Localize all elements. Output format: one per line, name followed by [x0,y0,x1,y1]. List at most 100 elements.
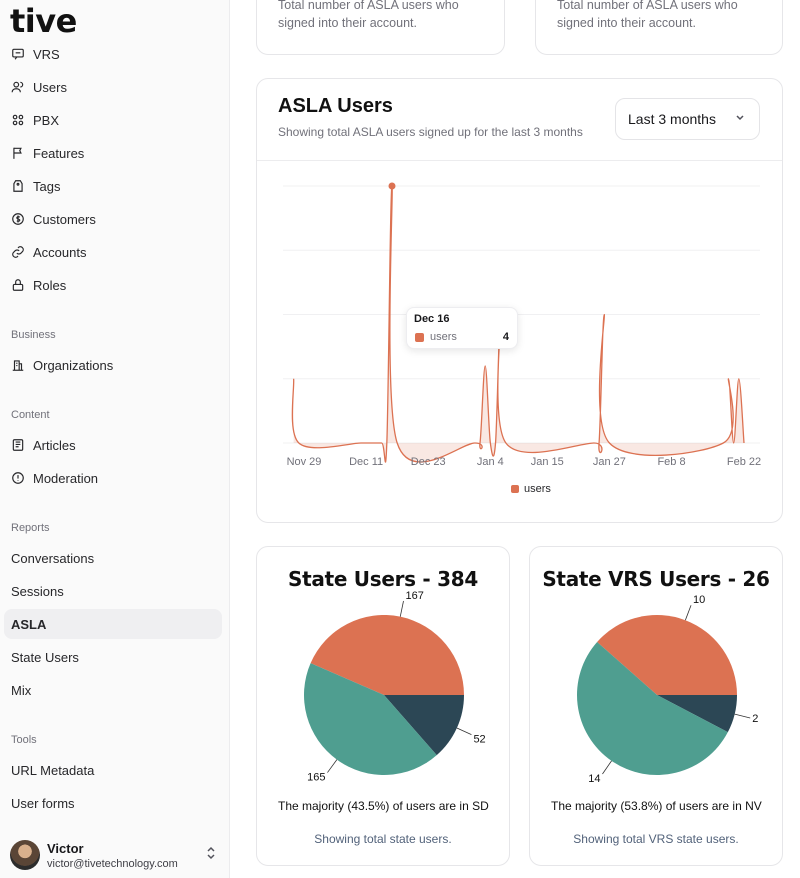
chart-legend[interactable]: users [511,483,551,495]
sidebar-item-label: Customers [33,211,96,227]
avatar [10,840,40,870]
slice-leader-line [684,605,692,621]
state-users-pie: 167 52 165 [304,590,486,784]
pie-slice-label: 2 [752,713,758,725]
newspaper-icon [11,438,25,452]
grid-icon [11,113,25,127]
pie-slice[interactable] [304,663,437,775]
sidebar-item-pbx[interactable]: PBX [4,105,222,135]
tag-icon [11,179,25,193]
sidebar-item-label: State Users [11,649,79,665]
sidebar-item-conversations[interactable]: Conversations [4,543,222,573]
sidebar-item-label: Moderation [33,470,99,486]
chart-subtitle: Showing total ASLA users signed up for t… [278,125,583,139]
pie-slice[interactable] [597,615,737,695]
slice-leader-line [602,760,612,775]
flag-icon [11,146,25,160]
pie-slice[interactable] [310,615,464,695]
legend-label: users [524,483,551,495]
tooltip-series: users [430,331,457,343]
sidebar-item-users[interactable]: Users [4,72,222,102]
sidebar-item-label: User forms [11,795,75,811]
tooltip-swatch [415,333,424,342]
divider [257,160,782,161]
sidebar-item-state-users[interactable]: State Users [4,642,222,672]
pie-footer: Showing total state users. [314,832,452,846]
slice-leader-line [327,759,338,773]
user-menu[interactable]: Victor victor@tivetechnology.com [10,838,222,872]
chart-title: ASLA Users [278,95,393,117]
link-icon [11,245,25,259]
user-name: Victor [47,840,84,856]
asla-users-card: ASLA Users Showing total ASLA users sign… [256,78,783,523]
time-range-select[interactable]: Last 3 months [615,98,760,140]
users-area-fill [292,186,744,463]
section-label-tools: Tools [11,734,37,746]
users-icon [11,80,25,94]
sidebar-item-label: ASLA [11,616,47,632]
majority-text: The majority (53.8%) of users are in NV [551,799,762,813]
message-square-icon [11,47,25,61]
legend-swatch [511,485,519,493]
sidebar-item-features[interactable]: Features [4,138,222,168]
stat-card: Total number of ASLA users who signed in… [535,0,783,55]
sidebar-item-user-forms[interactable]: User forms [4,788,222,818]
x-tick-label: Feb 8 [657,456,685,468]
sidebar-item-customers[interactable]: Customers [4,204,222,234]
sidebar: tive VRS Users PBX Features Tags Custome… [0,0,230,878]
sidebar-item-label: URL Metadata [11,762,95,778]
x-tick-label: Nov 29 [287,456,322,468]
x-tick-label: Jan 27 [593,456,626,468]
x-tick-label: Dec 11 [349,456,383,468]
pie-title: State VRS Users - 26 [542,567,770,591]
sidebar-item-label: Sessions [11,583,64,599]
sidebar-item-label: PBX [33,112,60,128]
sidebar-item-vrs[interactable]: VRS [4,39,222,69]
user-email: victor@tivetechnology.com [47,857,178,870]
pie-slice-label: 10 [693,594,705,606]
x-tick-label: Feb 22 [727,456,761,468]
app-logo: tive [10,2,77,40]
time-range-value: Last 3 months [628,111,716,127]
pie-title: State Users - 384 [288,567,478,591]
pie-slice[interactable] [577,641,728,775]
section-label-content: Content [11,409,50,421]
chevron-down-icon [735,112,745,125]
active-point [388,182,396,190]
sidebar-item-label: Features [33,145,85,161]
x-tick-label: Dec 23 [411,456,446,468]
stat-card: Total number of ASLA users who signed in… [256,0,505,55]
sidebar-item-url-metadata[interactable]: URL Metadata [4,755,222,785]
dollar-circle-icon [11,212,25,226]
sidebar-item-asla[interactable]: ASLA [4,609,222,639]
tooltip-value: 4 [502,331,509,343]
sidebar-item-label: Tags [33,178,61,194]
state-users-card: State Users - 384 167 52 165 The majority … [256,546,510,866]
sidebar-item-tags[interactable]: Tags [4,171,222,201]
pie-slice-label: 52 [473,734,485,746]
state-vrs-users-pie: 10 2 14 [577,594,758,785]
sidebar-item-articles[interactable]: Articles [4,430,222,460]
slice-leader-line [399,600,404,617]
slice-leader-line [456,727,472,735]
chevrons-up-down-icon [206,846,216,861]
tooltip-date: Dec 16 [414,313,450,325]
slice-leader-line [734,713,751,719]
sidebar-item-moderation[interactable]: Moderation [4,463,222,493]
state-vrs-users-card: State VRS Users - 26 10 2 14 The majority … [529,546,783,866]
pie-slice-label: 14 [588,773,600,785]
sidebar-item-accounts[interactable]: Accounts [4,237,222,267]
sidebar-item-mix[interactable]: Mix [4,675,222,705]
pie-slice[interactable] [657,695,737,733]
sidebar-item-label: Articles [33,437,76,453]
alert-circle-icon [11,471,25,485]
stat-card-description: Total number of ASLA users who signed in… [278,0,459,30]
sidebar-item-organizations[interactable]: Organizations [4,350,222,380]
pie-slice[interactable] [384,695,464,756]
x-tick-label: Jan 4 [477,456,504,468]
sidebar-item-label: Accounts [33,244,87,260]
pie-slice-label: 167 [405,590,423,602]
sidebar-item-sessions[interactable]: Sessions [4,576,222,606]
sidebar-item-roles[interactable]: Roles [4,270,222,300]
